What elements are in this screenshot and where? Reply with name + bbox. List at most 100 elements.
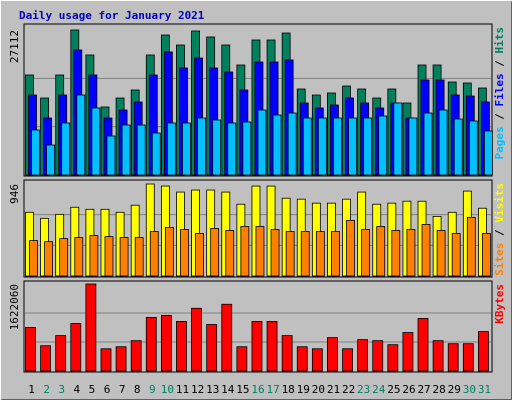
bar (195, 233, 204, 277)
y-max-label: 1622060 (8, 284, 21, 330)
bar (176, 321, 187, 372)
bar (451, 233, 461, 277)
bar (257, 109, 267, 176)
bar (59, 238, 69, 277)
bar (331, 231, 340, 277)
chart-title: Daily usage for January 2021 (19, 9, 205, 22)
x-tick-label: 26 (402, 383, 415, 396)
bar (46, 144, 55, 176)
bar (242, 121, 252, 176)
bar (311, 348, 323, 372)
bar (74, 237, 84, 277)
bar (387, 344, 399, 372)
x-tick-label: 17 (266, 383, 279, 396)
x-tick-label: 16 (251, 383, 264, 396)
bar (70, 323, 82, 372)
x-tick-label: 13 (206, 383, 219, 396)
legend-entry: Pages (493, 126, 506, 159)
x-tick-label: 3 (58, 383, 65, 396)
legend-separator: / (493, 107, 506, 127)
x-tick-label: 20 (312, 383, 325, 396)
bar (462, 343, 474, 372)
bar (453, 118, 463, 176)
bar (327, 337, 338, 372)
bar (236, 346, 248, 372)
bar (361, 229, 371, 277)
bar (91, 107, 101, 176)
bar (342, 348, 353, 372)
bar (164, 227, 174, 277)
bar (378, 115, 388, 176)
bar (130, 340, 142, 372)
bar (85, 283, 97, 372)
bar (55, 335, 67, 372)
x-tick-label: 30 (463, 383, 476, 396)
x-tick-label: 4 (74, 383, 81, 396)
bar (466, 216, 476, 277)
bar (317, 117, 327, 176)
bar (61, 122, 71, 176)
bar (372, 340, 384, 372)
bar (145, 316, 157, 372)
bar (255, 226, 265, 277)
x-tick-label: 8 (134, 383, 141, 396)
bar (106, 135, 116, 176)
bar (484, 130, 493, 176)
bar (182, 122, 191, 176)
bar (315, 231, 325, 277)
legend-separator: / (493, 54, 506, 74)
bar (206, 324, 218, 372)
bar (270, 229, 280, 277)
bar (100, 348, 112, 372)
bar (89, 235, 99, 277)
bar (104, 236, 114, 277)
bar (191, 307, 202, 372)
bar (266, 321, 278, 372)
bar (376, 226, 386, 277)
bar (432, 340, 444, 372)
bar (348, 117, 357, 176)
legend: Sites / Visits (493, 183, 506, 276)
legend-entry: Sites (493, 243, 506, 276)
bar (212, 119, 222, 176)
legend-entry: Hits (493, 27, 506, 54)
bar (29, 240, 38, 277)
bar (300, 231, 310, 277)
bar (302, 117, 312, 176)
x-tick-label: 9 (149, 383, 156, 396)
bar (136, 124, 146, 176)
x-tick-label: 21 (327, 383, 340, 396)
bar (197, 117, 206, 176)
bar (119, 237, 129, 277)
bar (363, 117, 373, 176)
x-tick-label: 5 (89, 383, 96, 396)
y-max-label: 946 (8, 184, 21, 204)
x-tick-label: 18 (282, 383, 295, 396)
bar (240, 226, 250, 277)
x-tick-label: 11 (176, 383, 189, 396)
legend-entry: KBytes (493, 284, 506, 324)
bar (25, 327, 36, 372)
bar (436, 230, 446, 277)
bar (221, 303, 233, 372)
x-tick-label: 27 (417, 383, 430, 396)
bar (134, 237, 144, 277)
bar (421, 224, 431, 277)
bar (408, 117, 418, 176)
bar (438, 109, 448, 176)
bar (31, 129, 40, 176)
x-tick-label: 7 (119, 383, 126, 396)
x-tick-label: 28 (433, 383, 446, 396)
bar (210, 228, 220, 277)
bar (406, 229, 416, 277)
x-tick-label: 10 (161, 383, 174, 396)
bar (160, 314, 172, 372)
bar (40, 345, 51, 372)
bar (166, 122, 176, 176)
bar (76, 94, 86, 176)
x-tick-label: 6 (104, 383, 111, 396)
bar (402, 332, 414, 372)
bar (391, 230, 401, 277)
bar (272, 114, 282, 176)
